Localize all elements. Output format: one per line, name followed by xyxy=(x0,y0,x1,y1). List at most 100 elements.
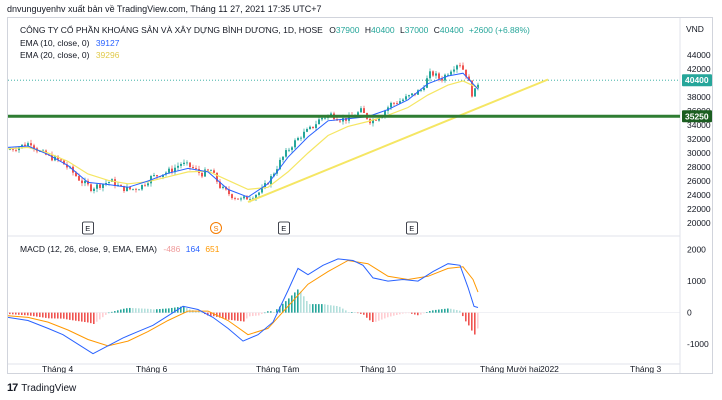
macd-histogram-bar xyxy=(171,307,173,313)
macd-histogram-bar xyxy=(138,308,140,313)
candle-body xyxy=(429,71,431,79)
candle-body xyxy=(66,164,68,168)
macd-histogram-bar xyxy=(237,312,239,321)
macd-histogram-bar xyxy=(24,312,26,316)
candle-body xyxy=(240,198,242,200)
candle-body xyxy=(219,181,221,188)
candle-body xyxy=(417,90,419,95)
candle-body xyxy=(84,180,86,184)
price-tick-label: 42000 xyxy=(687,64,711,74)
candle-body xyxy=(126,186,128,192)
candle-body xyxy=(153,175,155,176)
macd-histogram-bar xyxy=(393,312,395,316)
macd-histogram-bar xyxy=(126,308,128,313)
macd-histogram-bar xyxy=(210,312,212,317)
macd-signal-line xyxy=(8,259,479,347)
macd-histogram-bar xyxy=(348,312,350,313)
macd-histogram-bar xyxy=(300,291,302,313)
candle-body xyxy=(195,168,197,169)
macd-histogram-bar xyxy=(435,309,437,313)
candle-body xyxy=(33,145,35,149)
macd-histogram-bar xyxy=(447,308,449,313)
ema20-line xyxy=(8,80,479,191)
earnings-marker: E xyxy=(278,221,290,235)
macd-histogram-bar xyxy=(105,312,107,315)
macd-histogram-bar xyxy=(405,312,407,314)
macd-histogram-bar xyxy=(63,312,65,319)
macd-histogram-bar xyxy=(9,312,11,315)
candle-body xyxy=(60,159,62,161)
split-marker: S xyxy=(210,222,222,234)
candle-body xyxy=(93,188,95,191)
macd-histogram-bar xyxy=(93,312,95,324)
candle-body xyxy=(462,65,464,70)
candle-body xyxy=(408,95,410,97)
macd-histogram-bar xyxy=(324,304,326,313)
candle-body xyxy=(261,187,263,193)
macd-histogram-bar xyxy=(306,300,308,313)
candle-body xyxy=(426,78,428,88)
last-price-badge-bg xyxy=(682,74,712,87)
symbol-legend: CÔNG TY CỔ PHẦN KHOÁNG SẢN VÀ XÂY DỰNG B… xyxy=(20,25,530,35)
macd-histogram-bar xyxy=(51,312,53,319)
macd-histogram-bar xyxy=(72,312,74,321)
candle-body xyxy=(234,198,236,199)
candle-body xyxy=(102,184,104,188)
high-label: H xyxy=(364,25,371,35)
macd-histogram-bar xyxy=(21,312,23,315)
candle-body xyxy=(345,118,347,121)
time-tick-label: Tháng 10 xyxy=(360,364,396,373)
price-tick-label: 44000 xyxy=(687,50,711,60)
macd-histogram-bar xyxy=(357,312,359,314)
macd-histogram-bar xyxy=(432,310,434,313)
candle-body xyxy=(291,147,293,150)
symbol-title: CÔNG TY CỔ PHẦN KHOÁNG SẢN VÀ XÂY DỰNG B… xyxy=(20,25,323,35)
candle-body xyxy=(477,84,479,89)
macd-histogram-bar xyxy=(366,312,368,318)
macd-histogram-bar xyxy=(102,312,104,318)
price-tick-label: 24000 xyxy=(687,190,711,200)
split-marker-label: S xyxy=(214,224,219,233)
price-tick-label: 22000 xyxy=(687,204,711,214)
close-label: C xyxy=(433,25,440,35)
macd-line xyxy=(8,258,479,355)
tradingview-logo: 17 TradingView xyxy=(7,382,76,394)
candle-body xyxy=(27,143,29,147)
macd-histogram-bar xyxy=(111,311,113,313)
candle-body xyxy=(30,143,32,146)
macd-histogram-bar xyxy=(147,308,149,313)
macd-histogram-bar xyxy=(213,312,215,317)
candle-body xyxy=(132,188,134,190)
candle-body xyxy=(300,137,302,139)
macd-histogram-bar xyxy=(165,308,167,313)
macd-histogram-bar xyxy=(228,312,230,320)
candle-body xyxy=(168,168,170,173)
support-badge-bg xyxy=(682,110,712,123)
macd-histogram-bar xyxy=(252,312,254,317)
candle-body xyxy=(303,131,305,138)
candle-body xyxy=(210,170,212,172)
candle-body xyxy=(456,65,458,70)
chart-svg[interactable]: 2000022000240002600028000300003200034000… xyxy=(8,18,712,373)
candle-body xyxy=(135,188,137,190)
macd-histogram-bar xyxy=(180,306,182,313)
price-tick-label: 30000 xyxy=(687,148,711,158)
candle-body xyxy=(99,184,101,188)
macd-histogram-bar xyxy=(195,310,197,313)
macd-histogram-bar xyxy=(141,308,143,313)
candle-body xyxy=(156,175,158,177)
candle-body xyxy=(318,119,320,125)
low-value: 37000 xyxy=(404,25,429,35)
macd-histogram-bar xyxy=(99,312,101,320)
macd-histogram-bar xyxy=(459,310,461,313)
macd-histogram-bar xyxy=(162,308,164,313)
macd-histogram-bar xyxy=(60,312,62,319)
macd-histogram-bar xyxy=(27,312,29,316)
earnings-marker-label: E xyxy=(281,224,286,233)
candle-body xyxy=(51,154,53,161)
candle-body xyxy=(375,119,377,121)
chart-frame: 20000 22000 24000 26000 28000 30000 32000 34000… xyxy=(7,17,713,374)
macd-histogram-bar xyxy=(297,289,299,313)
macd-histogram-bar xyxy=(456,310,458,313)
candle-body xyxy=(411,93,413,96)
